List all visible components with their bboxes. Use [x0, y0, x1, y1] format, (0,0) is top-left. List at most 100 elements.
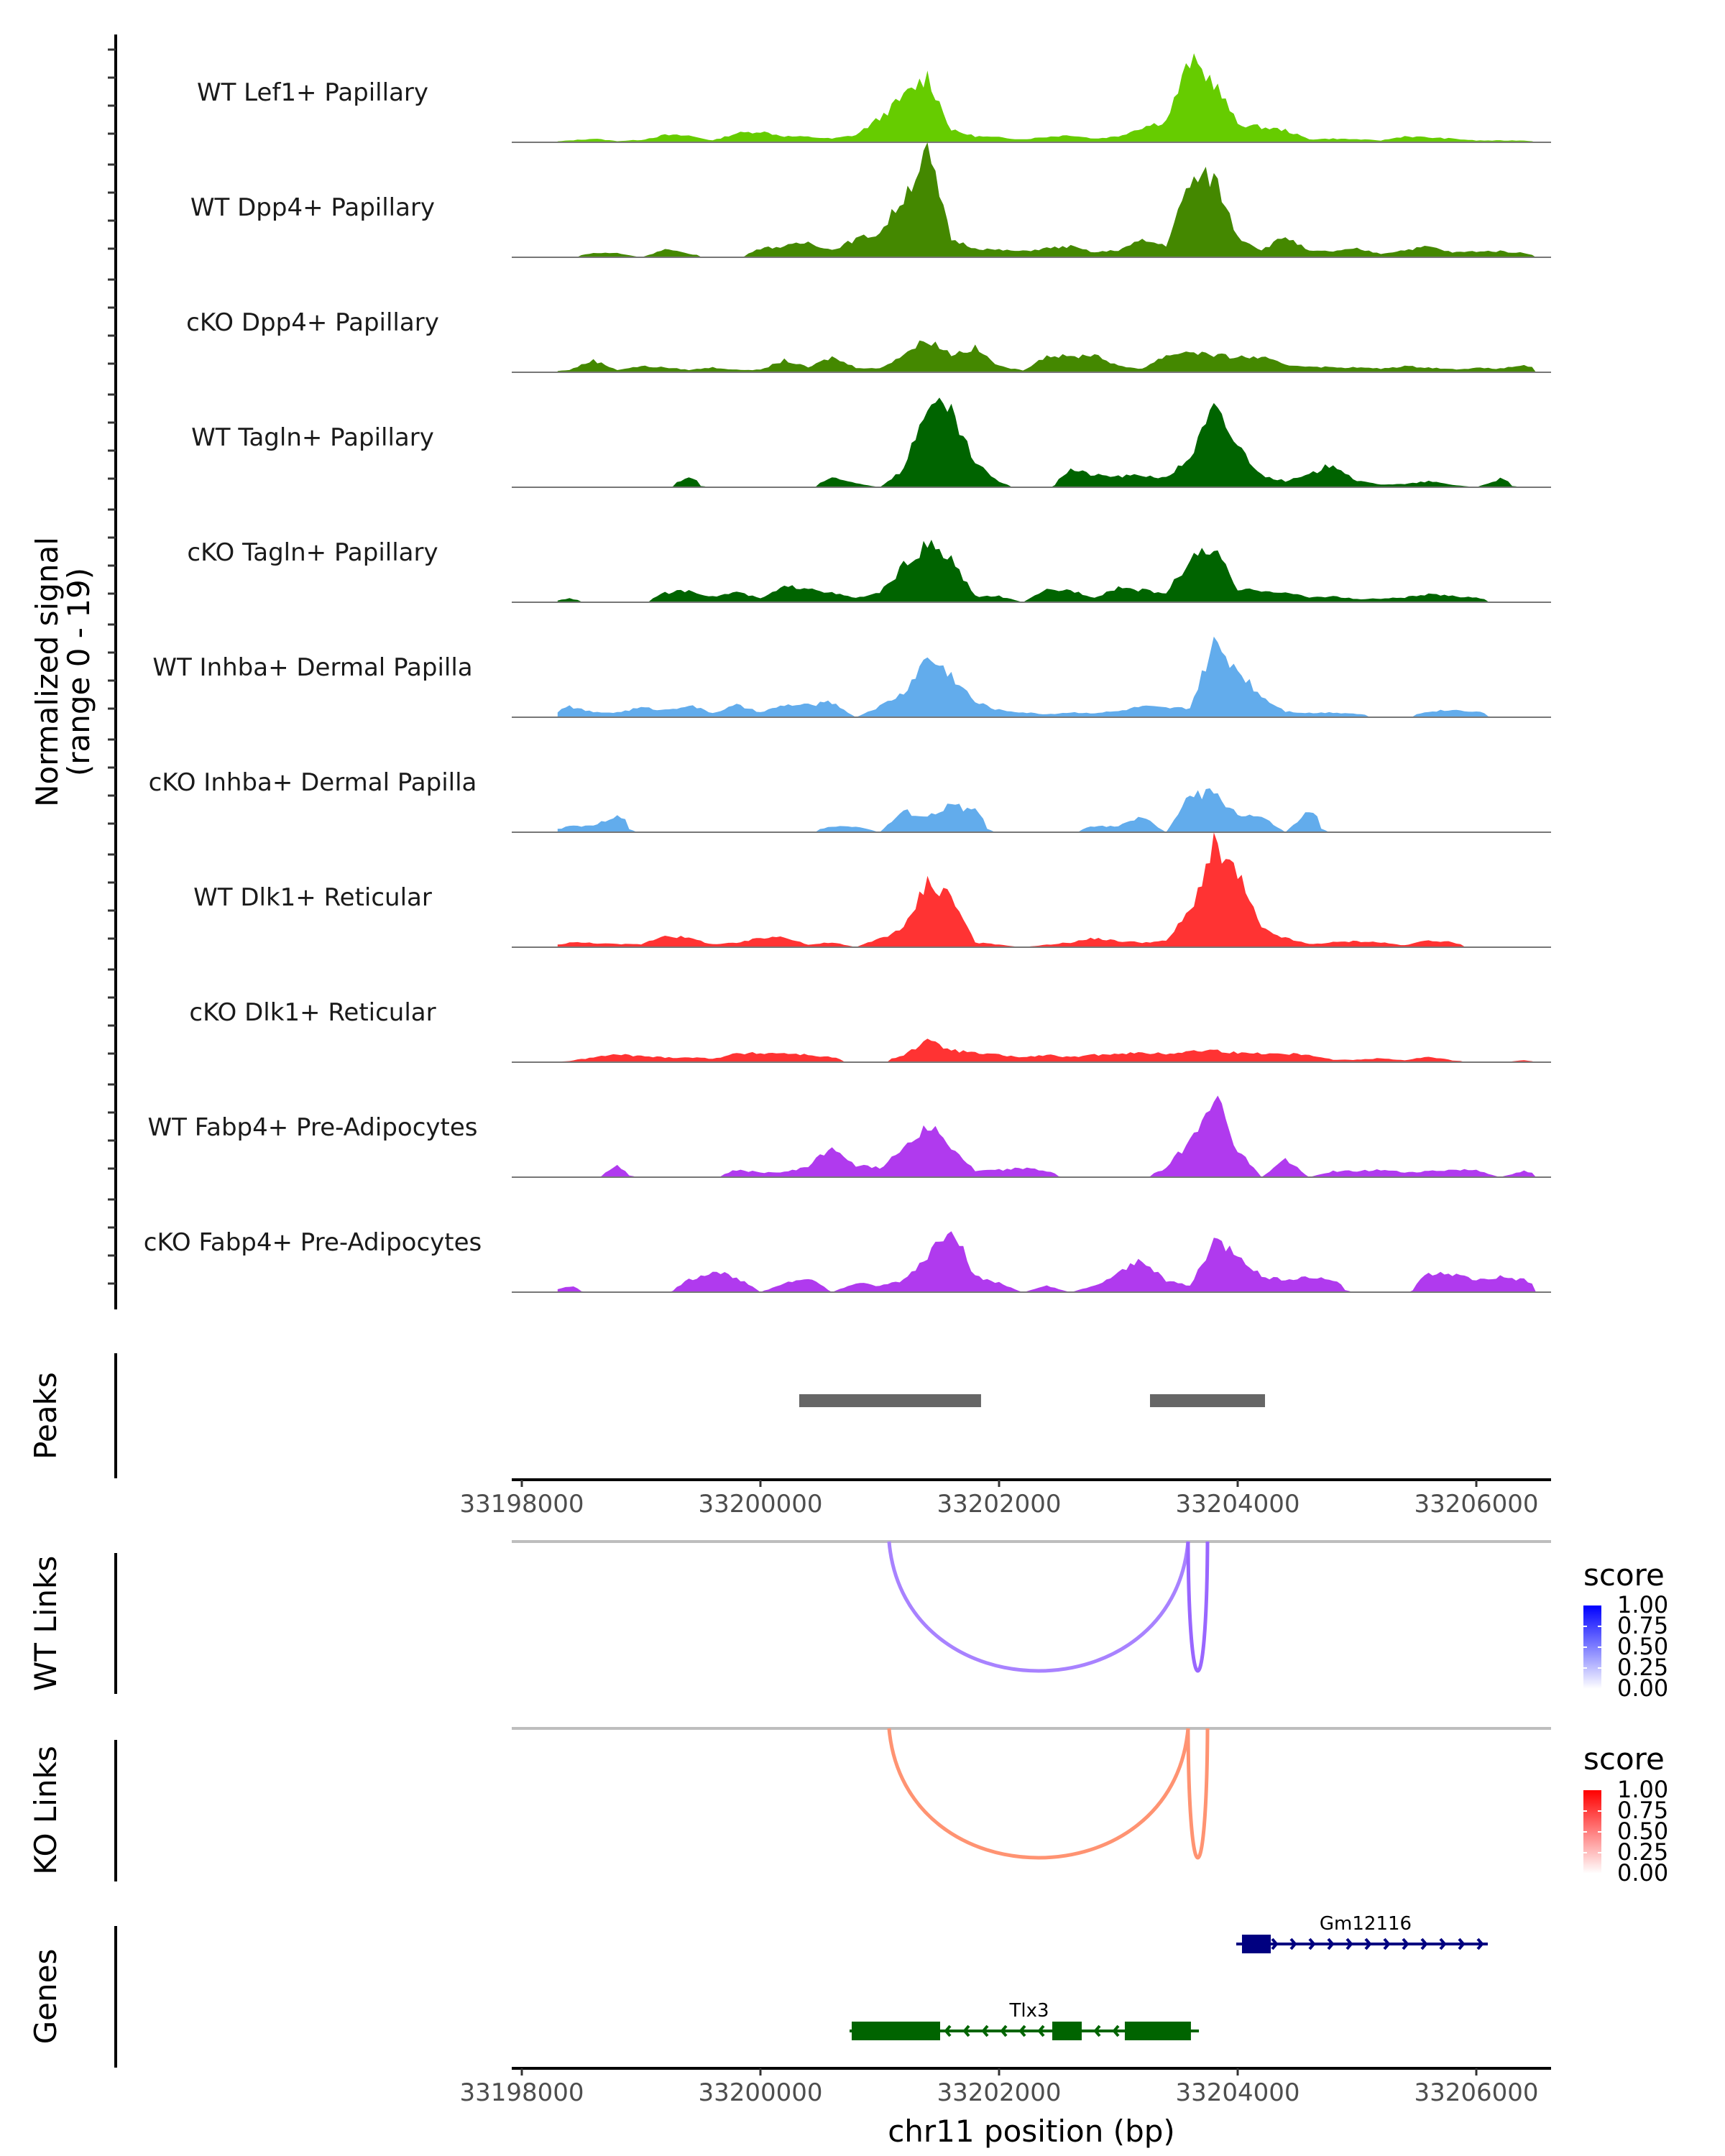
track-label: cKO Inhba+ Dermal Papilla: [149, 768, 477, 797]
track-label: WT Lef1+ Papillary: [197, 78, 428, 107]
coverage-track: cKO Dpp4+ Papillary: [186, 308, 1551, 373]
x-tick-label: 33204000: [1175, 1490, 1300, 1519]
link-arc: [1186, 1728, 1210, 1860]
peaks-regions: [799, 1394, 1266, 1407]
peak-region: [1149, 1394, 1266, 1407]
wt-links-panel-title: WT Links: [28, 1556, 63, 1691]
coverage-area: [557, 1231, 1536, 1292]
x-tick-label: 33200000: [698, 1490, 822, 1519]
legend-label: 0.50: [1617, 1818, 1668, 1845]
track-label: cKO Tagln+ Papillary: [187, 538, 438, 567]
x-axis-title: chr11 position (bp): [888, 2114, 1175, 2149]
legend-title: score: [1583, 1557, 1665, 1593]
coverage-tracks: WT Lef1+ Papillary WT Dpp4+ Papillary cKO …: [144, 53, 1551, 1293]
track-label: cKO Fabp4+ Pre-Adipocytes: [144, 1228, 482, 1257]
wt-links-arcs: [512, 1540, 1551, 1673]
coverage-track: cKO Tagln+ Papillary: [187, 538, 1551, 603]
legend-title: score: [1583, 1741, 1665, 1777]
coverage-track: cKO Inhba+ Dermal Papilla: [149, 768, 1551, 833]
legend-label: 0.00: [1617, 1674, 1668, 1702]
legend-label: 0.75: [1617, 1612, 1668, 1639]
coverage-area: [557, 1095, 1536, 1177]
track-label: WT Dpp4+ Papillary: [190, 193, 435, 222]
coverage-track: cKO Fabp4+ Pre-Adipocytes: [144, 1228, 1551, 1293]
coverage-area: [557, 1038, 1536, 1062]
link-arc: [887, 1541, 1190, 1673]
gene-exon: [1241, 1935, 1271, 1953]
gene-models: Gm12116 Tlx3: [850, 1913, 1488, 2040]
strand-chevron: [981, 2024, 989, 2037]
track-label: WT Inhba+ Dermal Papilla: [152, 653, 472, 682]
strand-chevron: [1271, 1938, 1279, 1950]
y-axis-title-line2: (range 0 - 19): [61, 568, 96, 776]
y-axis-title-line1: Normalized signal: [29, 537, 65, 807]
x-tick-label: 33202000: [937, 2078, 1061, 2107]
gene-label: Gm12116: [1320, 1913, 1412, 1935]
legend-label: 0.25: [1617, 1654, 1668, 1681]
coverage-area: [557, 397, 1536, 487]
x-axis-upper: 33198000 33200000 33202000 33204000 33206000: [459, 1480, 1539, 1519]
genes-panel-title: Genes: [28, 1949, 63, 2045]
ko-links-arcs: [512, 1727, 1551, 1860]
legend-label: 1.00: [1617, 1591, 1668, 1618]
coverage-area: [557, 788, 1536, 832]
strand-chevron: [1420, 1938, 1428, 1950]
legend-label: 1.00: [1617, 1776, 1668, 1803]
ko-links-legend: score 1.000.750.500.250.00: [1583, 1741, 1668, 1886]
coverage-area: [557, 340, 1536, 372]
x-tick-label: 33206000: [1414, 1490, 1538, 1519]
strand-chevron: [1327, 1938, 1335, 1950]
track-label: cKO Dpp4+ Papillary: [186, 308, 439, 337]
strand-chevron: [1289, 1938, 1297, 1950]
x-tick-label: 33198000: [459, 2078, 584, 2107]
x-tick-label: 33200000: [698, 2078, 822, 2107]
strand-chevron: [1476, 1938, 1484, 1950]
strand-chevron: [1346, 1938, 1353, 1950]
gene-model: Gm12116: [1236, 1913, 1488, 1953]
x-tick-label: 33206000: [1414, 2078, 1538, 2107]
strand-chevron: [1402, 1938, 1409, 1950]
coverage-area: [557, 832, 1536, 947]
strand-chevron: [1000, 2024, 1008, 2037]
strand-chevron: [1093, 2024, 1101, 2037]
peak-region: [799, 1394, 981, 1407]
coverage-y-axis-title: Normalized signal (range 0 - 19): [29, 537, 96, 807]
strand-chevron: [1364, 1938, 1372, 1950]
coverage-area: [557, 53, 1536, 142]
strand-chevron: [1018, 2024, 1026, 2037]
ko-links-panel-title: KO Links: [28, 1746, 63, 1875]
wt-links-legend: score 1.000.750.500.250.00: [1583, 1557, 1668, 1702]
coverage-track: WT Lef1+ Papillary: [197, 53, 1551, 143]
track-label: WT Tagln+ Papillary: [191, 423, 434, 452]
legend-ticks: 1.000.750.500.250.00: [1583, 1776, 1668, 1886]
strand-chevron: [1037, 2024, 1045, 2037]
gene-exon: [1124, 2022, 1191, 2040]
coverage-y-ticks: [108, 48, 116, 1285]
gene-label: Tlx3: [1008, 2000, 1049, 2022]
gene-exon: [1052, 2022, 1082, 2040]
coverage-track: WT Fabp4+ Pre-Adipocytes: [148, 1095, 1551, 1178]
strand-chevron: [1112, 2024, 1120, 2037]
coverage-track: WT Tagln+ Papillary: [191, 397, 1551, 488]
x-tick-label: 33198000: [459, 1490, 584, 1519]
strand-chevron: [944, 2024, 952, 2037]
x-tick-label: 33204000: [1175, 2078, 1300, 2107]
legend-label: 0.75: [1617, 1797, 1668, 1824]
coverage-track: WT Dlk1+ Reticular: [193, 832, 1551, 948]
strand-chevron: [1458, 1938, 1466, 1950]
gene-model: Tlx3: [850, 2000, 1200, 2040]
track-label: WT Dlk1+ Reticular: [193, 883, 432, 912]
strand-chevron: [1439, 1938, 1447, 1950]
x-axis-lower: 33198000 33200000 33202000 33204000 33206000: [459, 2068, 1539, 2107]
gene-exon: [851, 2022, 940, 2040]
legend-ticks: 1.000.750.500.250.00: [1583, 1591, 1668, 1702]
x-tick-label: 33202000: [937, 1490, 1061, 1519]
strand-chevron: [1308, 1938, 1316, 1950]
link-arc: [1186, 1541, 1210, 1673]
coverage-track: WT Inhba+ Dermal Papilla: [152, 636, 1551, 718]
strand-chevron: [962, 2024, 970, 2037]
link-arc: [887, 1728, 1190, 1860]
coverage-area: [557, 540, 1536, 602]
legend-label: 0.50: [1617, 1633, 1668, 1660]
